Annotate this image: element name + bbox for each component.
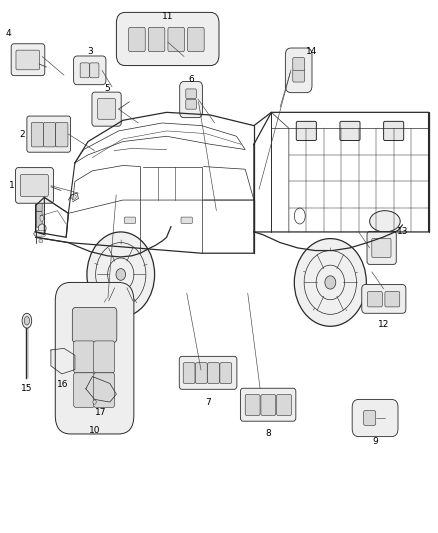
FancyBboxPatch shape [36,211,42,227]
FancyBboxPatch shape [74,341,95,373]
FancyBboxPatch shape [367,292,382,307]
Text: 17: 17 [95,408,107,417]
Text: 8: 8 [265,430,271,439]
Text: 1: 1 [9,181,14,190]
FancyBboxPatch shape [129,27,145,52]
FancyBboxPatch shape [92,92,121,126]
FancyBboxPatch shape [364,410,376,425]
Ellipse shape [294,239,366,326]
Ellipse shape [325,276,336,289]
FancyBboxPatch shape [43,123,56,147]
Text: 7: 7 [205,398,211,407]
FancyBboxPatch shape [148,27,165,52]
FancyBboxPatch shape [261,394,276,415]
Text: 11: 11 [162,12,173,21]
FancyBboxPatch shape [80,63,89,78]
FancyBboxPatch shape [367,231,396,264]
Ellipse shape [93,400,96,404]
Text: 12: 12 [378,320,389,329]
FancyBboxPatch shape [245,394,260,415]
FancyBboxPatch shape [183,363,195,383]
FancyBboxPatch shape [186,89,196,99]
FancyBboxPatch shape [168,27,184,52]
FancyBboxPatch shape [293,69,304,82]
FancyBboxPatch shape [362,285,406,313]
FancyBboxPatch shape [36,230,45,236]
Ellipse shape [22,313,32,328]
Text: 5: 5 [104,84,110,93]
FancyBboxPatch shape [117,12,219,66]
Text: 10: 10 [89,426,100,435]
Polygon shape [51,349,75,374]
FancyBboxPatch shape [11,44,45,76]
FancyBboxPatch shape [340,122,360,141]
FancyBboxPatch shape [187,27,204,52]
FancyBboxPatch shape [56,123,68,147]
Text: 14: 14 [306,47,318,55]
FancyBboxPatch shape [55,282,134,434]
Polygon shape [86,376,117,402]
FancyBboxPatch shape [195,363,207,383]
FancyBboxPatch shape [181,217,192,223]
Text: 6: 6 [188,75,194,84]
Ellipse shape [38,224,46,232]
FancyBboxPatch shape [352,399,398,437]
FancyBboxPatch shape [15,167,53,203]
Ellipse shape [39,239,43,243]
Ellipse shape [24,317,29,325]
Text: 16: 16 [57,380,69,389]
FancyBboxPatch shape [179,357,237,389]
FancyBboxPatch shape [186,100,196,109]
FancyBboxPatch shape [180,82,202,118]
Ellipse shape [34,231,39,236]
FancyBboxPatch shape [94,341,115,373]
FancyBboxPatch shape [372,238,391,257]
FancyBboxPatch shape [124,217,136,223]
FancyBboxPatch shape [72,308,117,343]
Ellipse shape [116,269,126,280]
Ellipse shape [71,195,76,199]
FancyBboxPatch shape [98,99,116,119]
Text: 13: 13 [397,228,408,237]
Ellipse shape [87,232,155,317]
FancyBboxPatch shape [286,48,312,93]
Text: 2: 2 [20,130,25,139]
FancyBboxPatch shape [74,373,95,407]
FancyBboxPatch shape [208,363,219,383]
FancyBboxPatch shape [16,50,39,70]
FancyBboxPatch shape [293,58,304,70]
Text: 3: 3 [87,47,93,55]
FancyBboxPatch shape [36,200,42,211]
FancyBboxPatch shape [20,174,48,196]
Ellipse shape [40,215,43,221]
FancyBboxPatch shape [277,394,291,415]
FancyBboxPatch shape [31,123,43,147]
FancyBboxPatch shape [384,122,404,141]
FancyBboxPatch shape [220,363,232,383]
FancyBboxPatch shape [27,116,71,152]
Text: 4: 4 [6,29,11,38]
FancyBboxPatch shape [240,388,296,421]
FancyBboxPatch shape [385,292,400,307]
Ellipse shape [370,211,400,232]
FancyBboxPatch shape [90,63,99,78]
FancyBboxPatch shape [94,373,115,407]
FancyBboxPatch shape [296,122,316,141]
Text: 9: 9 [372,438,378,447]
Text: 15: 15 [21,384,33,393]
FancyBboxPatch shape [74,56,106,85]
